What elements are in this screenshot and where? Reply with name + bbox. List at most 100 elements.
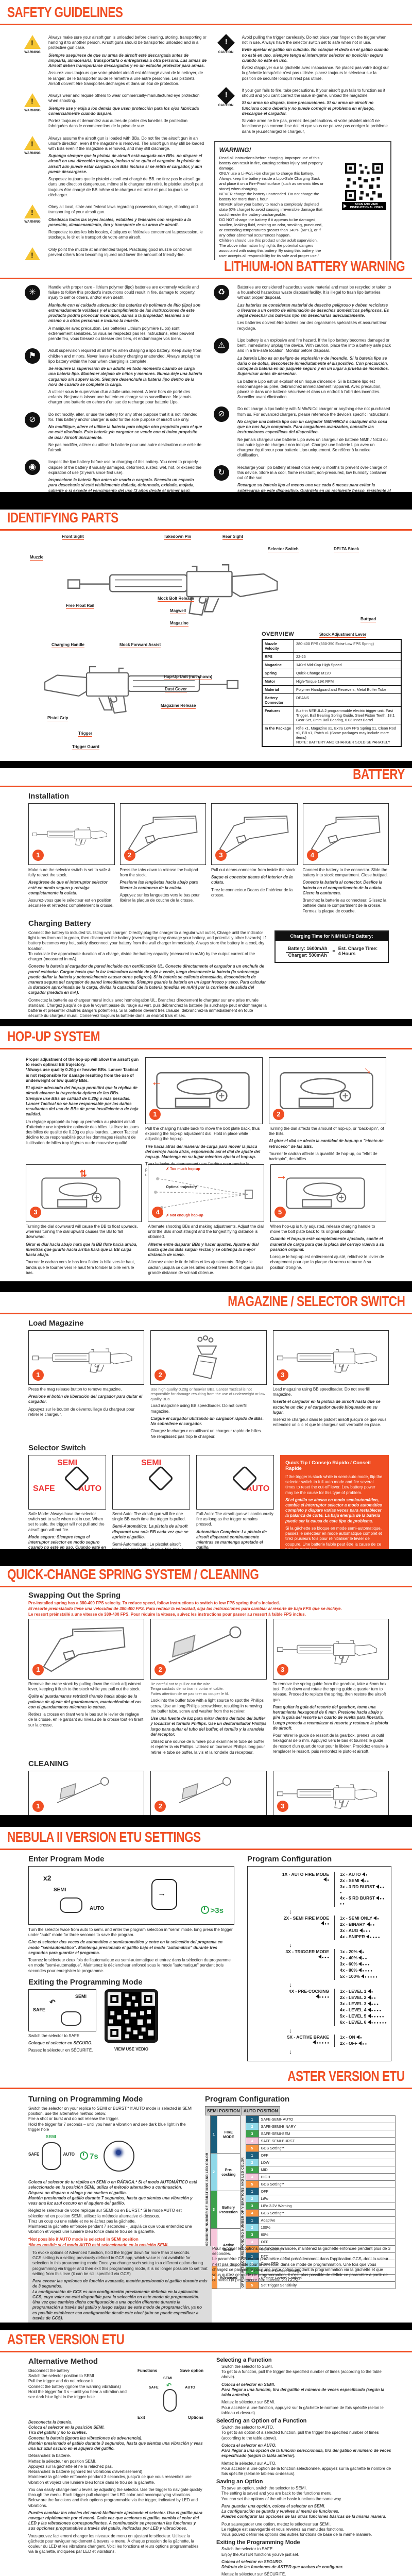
speaker-icon <box>358 2041 362 2045</box>
step-text-fr: Tirez le connecteur Deans de l'intérieur… <box>211 887 293 897</box>
down-arrow: ↓ <box>289 2028 292 2034</box>
step-text-fr: Appuyez sur le bouton de déverrouillage … <box>28 1406 135 1417</box>
step-number-badge: 5 <box>274 1207 286 1218</box>
option-label: SAFE-SEMI- AUTO <box>258 2115 396 2123</box>
hopup-step5-es: Cuando el hop-up esté completamente ajus… <box>270 1236 385 1252</box>
step-text-es: Use una fuente de luz para mirar dentro … <box>150 1716 267 1737</box>
qr-caption: SCAN AND VIEW INSTRUCTIONAL VIDEO <box>350 202 383 209</box>
li-batt-item: ✳ Handle with proper care - lithium poly… <box>21 285 202 344</box>
function-block-fr: Mettez le sélecteur sur AUTO. Pour accéd… <box>221 2461 391 2476</box>
spring-step: 2 Be careful not to pull or cut the wire… <box>150 1619 267 1757</box>
config-option: 4x - 80% ● ● ● ● <box>340 1968 372 1973</box>
hopup-step1-es: Tire hacia atrás del maneral de carga pa… <box>145 1144 261 1160</box>
overview-key: Magazine <box>262 660 294 669</box>
alt-method-es: Desconecta la batería. Coloca el selecto… <box>28 2420 203 2451</box>
aster1-en: Switch the selector on your replica to S… <box>28 2106 193 2132</box>
config-option: 1x - LEVEL 1 ● <box>340 1989 373 1994</box>
step-panel: 2 <box>150 1619 267 1680</box>
hopup-intro-es: El ajuste adecuado del hop-up permitirá … <box>26 1086 139 1117</box>
hopup-step3-es: Girar el dial hacia abajo hará que la BB… <box>26 1242 138 1258</box>
step-text-fr: Branchez la batterie au connecteur. Glis… <box>302 898 387 913</box>
enter-program-panel: x2 SEMI AUTO → >3s <box>28 1866 234 1925</box>
vibration-dots: ● ● ● <box>363 1930 371 1933</box>
function-row: 5 Advanced <box>210 2265 241 2290</box>
full-auto-en: Full-Auto: The airsoft gun will continuo… <box>196 1511 273 1527</box>
part-callout-label: Dust Cover <box>165 687 187 692</box>
charging-text-es: Conecte la batería al cargador de pared … <box>28 964 266 995</box>
step-text-fr: Retirez la crosse en tirant vers le bas … <box>28 1712 144 1727</box>
step-text-es: Saque el conector deans del interior de … <box>211 875 293 885</box>
vibration-dots: ● ● ● ● <box>370 1936 380 1939</box>
li-batt-text-fr: Ne pas modifier, altérer ou utiliser la … <box>48 442 202 453</box>
battery-title: BATTERY <box>353 768 405 783</box>
section-lithium-battery-warning: LITHIUM-ION BATTERY WARNING ✳ Handle wit… <box>0 260 412 492</box>
aster-config-table: SEMI POSITION AUTO POSITION <box>205 2106 280 2115</box>
vibration-dots: ● ● <box>362 2043 367 2046</box>
option-label: OFF <box>258 2151 396 2159</box>
magazine-header: MAGAZINE / SELECTOR SWITCH <box>0 1294 412 1314</box>
warning-text-es: Suponga siempre que la pistola de airsof… <box>48 154 202 174</box>
part-callout-label: Hop-Up Unit (not shown) <box>164 674 213 680</box>
step-note: Use high quality 0.20g or heavier BBs. L… <box>150 1387 265 1401</box>
caution-text-fr: Évitez d'appuyer sur la gâchette avec in… <box>242 65 389 81</box>
speaker-icon <box>323 1877 327 1882</box>
section-aster-etu-1: ASTER VERSION ETU Turning on Programming… <box>0 2065 412 2323</box>
part-callout-label: Magazine <box>170 621 189 626</box>
enter-program-en: Turn the selector twice from auto to sem… <box>28 1927 233 1938</box>
hold-7s-label: 7s <box>90 2152 98 2161</box>
full-auto-es: Automático Completo: La pistola de airso… <box>196 1529 267 1549</box>
advanced-note-fr: Pour évoquer les options de fonction ava… <box>212 2246 391 2283</box>
menu-para-fr: Vous pouvez facilement changer les nivea… <box>28 2533 199 2554</box>
step-number-badge: 2 <box>154 1800 166 1812</box>
option-label: GCS Setting** <box>258 2209 396 2217</box>
step-text-es: Inserte el cargador en la pistola de air… <box>272 1399 381 1415</box>
step-panel: 1 <box>28 803 115 865</box>
step-text-es: Cargue el cargador utilizando un cargado… <box>150 1416 264 1427</box>
caution-label: CAUTION <box>218 103 234 107</box>
warning-text-fr: Assurez-vous toujours que votre pistolet… <box>48 71 203 86</box>
function-block-fr: Pour sauvegarder une option, mettez le s… <box>221 2521 372 2537</box>
li-batt-text-en: Recharge your lipo battery at least once… <box>237 465 387 481</box>
hopup-trajectory-panel: ✗ Too much hop-up Optimal trajectory ✗ N… <box>148 1164 264 1222</box>
step-number-badge: 2 <box>154 1369 166 1381</box>
option-row: 3 SAFE-SEMI-SEM <box>245 2130 396 2138</box>
warning-text-en: Only point the muzzle at an intended tar… <box>48 247 193 257</box>
selector-switch-subtitle: Selector Switch <box>28 1443 86 1452</box>
optimal-trajectory-label: Optimal trajectory <box>166 1185 197 1189</box>
selector-knob-icon <box>60 1897 82 1913</box>
option-number: 2 <box>245 2260 259 2267</box>
warning-triangle-icon: ! <box>24 205 41 219</box>
swap-spring-subtitle: Swapping Out the Spring <box>28 1591 121 1600</box>
part-callout-label: Magwell <box>170 608 186 614</box>
speaker-icon <box>358 1968 362 1972</box>
program-config-tree: 1X - AUTO FIRE MODE ● 1x - AUTO ● 2x - SE… <box>247 1866 391 2061</box>
aster1-fr: Réglez le sélecteur de votre réplique su… <box>28 2208 192 2234</box>
speaker-icon <box>367 2020 371 2024</box>
quick-tip-box: Quick Tip / Consejo Rápido / Conseil Rap… <box>280 1454 389 1549</box>
step-number-badge: 2 <box>124 850 135 861</box>
caution-text-es: Evite apretar el gatillo sin cuidado. No… <box>242 47 389 63</box>
option-label: 100% <box>258 2224 396 2231</box>
battery-steps: 1 Make sure the selector switch is set t… <box>28 803 389 916</box>
identifying-parts-title: IDENTIFYING PARTS <box>7 510 118 526</box>
option-number: 3 <box>245 2202 259 2210</box>
exit-program-panel: SEMI SAFE ↶ <box>28 1989 96 2031</box>
divider-bar <box>0 1019 412 1026</box>
caution-text-es: Si su arma no dispara, tome precauciones… <box>242 100 375 116</box>
option-number: 2 <box>245 2123 259 2130</box>
safe-mode-en: Safe Mode: Always have the selector swit… <box>28 1511 105 1532</box>
step-panel: 1 <box>28 1330 145 1385</box>
option-row: 4 HIGH <box>245 2173 396 2181</box>
battery-step: 4 Connect the battery to the connector. … <box>302 803 389 916</box>
hazard-icon: ♻ <box>214 285 229 300</box>
config-option: 2x - 40% ● ● <box>340 1955 367 1960</box>
parts-top-labels: Front Sight Takedown Pin Rear Sight Selecto… <box>0 510 412 761</box>
function-block-fr: Mettez le sélecteur sur SEMI. Pour accéd… <box>221 2400 384 2415</box>
step-panel: 3 <box>211 803 298 865</box>
function-block-es: Para guardar una opción, coloca el selec… <box>221 2503 387 2519</box>
step-number-badge: 2 <box>273 1109 284 1120</box>
option-row: 2 LOW <box>245 2159 396 2166</box>
speaker-icon <box>373 1916 377 1920</box>
overview-row: Battery Connector DEANS <box>262 693 402 707</box>
function-block-fr: Mettez le sélecteur sur SÉCURITÉ. Profit… <box>221 2572 286 2576</box>
